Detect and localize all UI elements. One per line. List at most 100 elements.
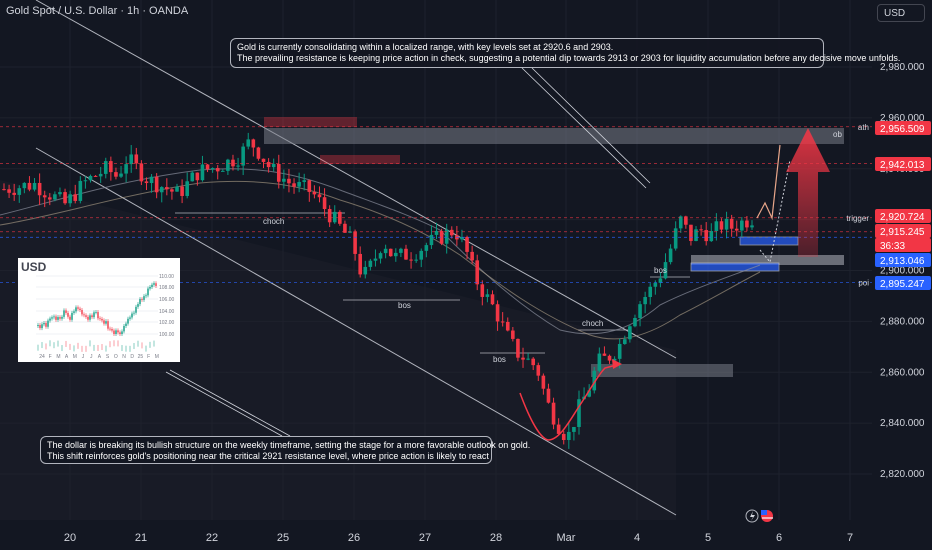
candle-body	[190, 172, 195, 182]
inset-volume-bar	[61, 345, 63, 352]
candle-body	[144, 181, 149, 184]
inset-candle-body	[41, 324, 43, 329]
candle-body	[53, 194, 57, 200]
x-tick-label: 7	[847, 532, 853, 544]
inset-candle-body	[145, 295, 147, 297]
x-tick-label: 25	[277, 532, 289, 544]
inset-y-tick: 110.00	[159, 274, 174, 280]
candle-body	[556, 424, 561, 434]
bottom-icons	[745, 509, 773, 523]
candle-body	[210, 168, 215, 170]
candle-body	[465, 236, 469, 252]
candle-body	[378, 253, 383, 259]
inset-volume-bar	[85, 345, 87, 352]
candle-body	[73, 194, 78, 201]
inset-candle-body	[91, 315, 93, 318]
candle-body	[78, 180, 83, 201]
candle-body	[83, 180, 88, 182]
us-flag-canton	[761, 510, 767, 515]
candle-body	[134, 154, 139, 164]
label-choch-2: choch	[582, 319, 603, 328]
candle-body	[546, 388, 551, 403]
inset-candle-body	[43, 323, 45, 325]
candle-body	[297, 181, 301, 187]
candle-body	[175, 186, 179, 192]
candle-body	[419, 250, 424, 260]
y-tick-label: 2,840.000	[880, 418, 925, 429]
inset-candle-body	[49, 318, 51, 321]
candle-body	[643, 297, 647, 305]
inset-candle-body	[121, 331, 123, 335]
inset-x-tick: N	[122, 354, 126, 360]
candle-body	[444, 229, 449, 244]
inset-candle-body	[51, 317, 53, 319]
candle-body	[577, 399, 581, 427]
inset-volume-bar	[149, 341, 151, 348]
inset-candle-body	[77, 307, 79, 309]
candle-body	[597, 353, 602, 371]
candle-body	[658, 278, 663, 283]
inset-candle-body	[129, 317, 131, 319]
price-labels: 2,956.509 2,942.013 2,920.724 2,915.245 2,91…	[875, 121, 931, 290]
candle-body	[622, 339, 627, 344]
lightning-icon[interactable]	[745, 509, 759, 523]
inset-candle-body	[93, 312, 95, 318]
inset-volume-bar	[145, 345, 147, 352]
price-label: 2,913.046	[880, 256, 925, 267]
inset-candle-body	[151, 284, 153, 287]
label-choch-1: choch	[263, 217, 284, 226]
price-label: 2,920.724	[880, 212, 925, 223]
candle-body	[231, 159, 235, 167]
candle-body	[353, 231, 357, 254]
label-bos-1: bos	[398, 301, 411, 310]
x-axis[interactable]: 20 21 22 25 26 27 28 Mar 4 5 6 7	[64, 532, 853, 544]
inset-volume-bar	[105, 345, 107, 352]
currency-button[interactable]: USD	[877, 4, 925, 22]
candle-body	[460, 236, 464, 240]
inset-candle-body	[107, 321, 109, 329]
candle-body	[750, 225, 754, 228]
y-tick-label: 2,900.000	[880, 266, 925, 277]
candle-body	[689, 224, 693, 241]
candle-body	[271, 163, 276, 168]
inset-volume-bar	[129, 345, 131, 352]
y-axis[interactable]: 2,820.000 2,840.000 2,860.000 2,880.000 2,90…	[873, 0, 932, 550]
candle-body	[638, 304, 642, 318]
candle-body	[500, 321, 505, 323]
inset-candle-body	[61, 316, 63, 319]
candle-body	[648, 286, 653, 298]
blue-box-2	[690, 262, 780, 272]
inset-candle-body	[153, 283, 155, 285]
label-bos-3: bos	[654, 266, 667, 275]
inset-volume-bar	[101, 344, 103, 351]
x-tick-label: 26	[348, 532, 360, 544]
supply-zone-1	[264, 117, 357, 127]
inset-volume-bar	[57, 340, 59, 347]
candle-body	[709, 231, 714, 242]
candle-body	[256, 147, 261, 159]
candle-body	[490, 294, 495, 305]
inset-volume-bar	[49, 340, 51, 347]
candle-body	[32, 182, 37, 190]
candle-body	[129, 154, 134, 165]
candle-body	[531, 358, 535, 366]
price-label-bg	[875, 121, 931, 135]
inset-candle-body	[47, 320, 49, 327]
candle-body	[429, 234, 434, 246]
candle-body	[200, 164, 205, 181]
inset-candle-body	[39, 324, 41, 329]
projection-dotted	[759, 159, 791, 264]
candle-body	[668, 248, 673, 263]
candle-body	[536, 365, 541, 376]
inset-x-tick: M	[73, 354, 77, 360]
inset-x-tick: F	[147, 354, 150, 360]
channel-upper-line	[35, 0, 677, 359]
inset-candle-body	[65, 310, 67, 313]
candle-body	[383, 248, 388, 254]
candle-body	[495, 304, 500, 322]
inset-volume-bar	[89, 340, 91, 347]
candle-body	[246, 139, 251, 147]
callout-pointer-bottom-2	[169, 369, 291, 437]
candle-body	[2, 189, 6, 191]
inset-volume-bar	[121, 345, 123, 352]
